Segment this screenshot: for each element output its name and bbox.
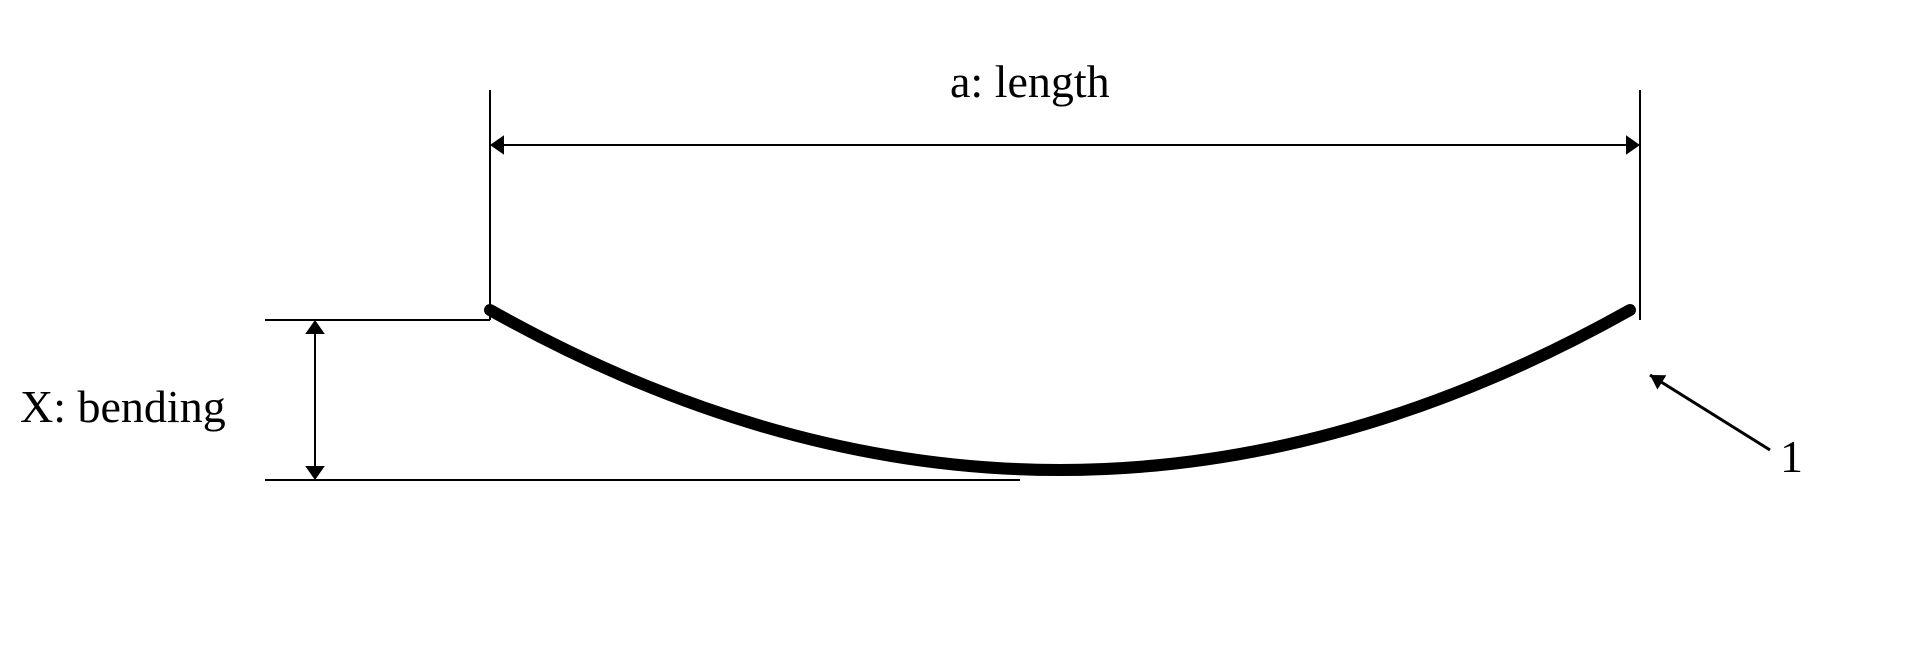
bent-element bbox=[490, 310, 1630, 470]
length-label: a: length bbox=[950, 55, 1110, 108]
leader-label: 1 bbox=[1780, 430, 1803, 483]
diagram-container: a: length X: bending 1 bbox=[0, 0, 1927, 663]
bending-label: X: bending bbox=[20, 380, 226, 433]
